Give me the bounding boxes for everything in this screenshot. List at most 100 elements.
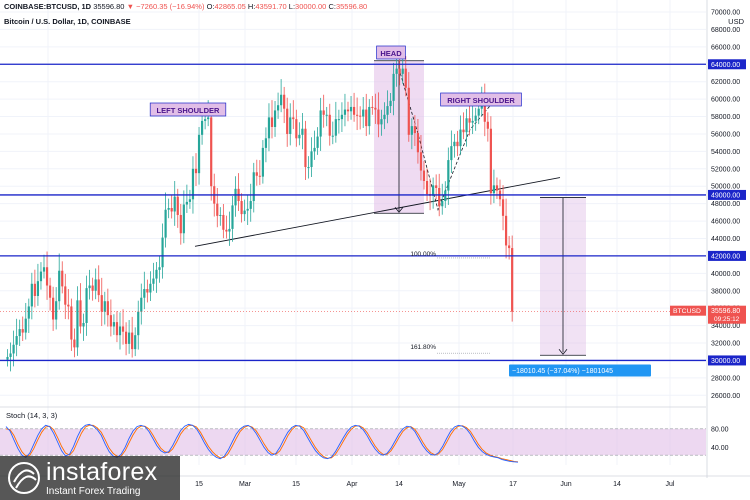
candle-body	[45, 267, 49, 286]
candle-body	[158, 267, 161, 270]
change-value: ▼ −7260.35 (−16.94%)	[126, 2, 205, 11]
candle-body	[115, 322, 119, 336]
candle-body	[462, 129, 465, 133]
chart-grid	[0, 0, 706, 465]
ohlc-header: COINBASE:BTCUSD, 1D 35596.80 ▼ −7260.35 …	[4, 2, 367, 11]
candle-body	[9, 353, 12, 357]
candle-body	[124, 331, 128, 344]
candle-body	[395, 68, 398, 74]
candle-body	[416, 133, 420, 153]
candle-body	[85, 288, 88, 323]
time-tick: 15	[292, 481, 300, 488]
candle-body	[438, 187, 441, 207]
candle-body	[18, 329, 21, 337]
current-price-tag[interactable]	[708, 305, 746, 324]
candle-body	[191, 168, 195, 200]
candle-body	[419, 152, 423, 171]
price-tick: 40000.00	[711, 271, 740, 278]
candle-body	[289, 117, 292, 134]
price-axis[interactable]: 26000.0028000.0032000.0034000.0036000.00…	[670, 0, 746, 478]
candle-body	[188, 199, 192, 202]
candle-body	[216, 203, 219, 216]
chart-title: Bitcoin / U.S. Dollar, 1D, COINBASE	[4, 17, 131, 26]
measurement-tag[interactable]	[509, 364, 651, 377]
candle-body	[121, 326, 125, 332]
instaforex-logo-icon	[8, 462, 40, 494]
candle-body	[140, 297, 143, 312]
candle-body	[465, 118, 468, 133]
candle-body	[270, 117, 274, 127]
level-tag-text: 49000.00	[711, 192, 740, 199]
candle-body	[392, 73, 395, 101]
candle-body	[310, 151, 313, 168]
candle-body	[94, 279, 97, 291]
candle-body	[273, 110, 277, 127]
candle-body	[334, 119, 337, 136]
stoch-k-line	[5, 423, 519, 463]
level-tag[interactable]	[708, 355, 746, 366]
candle-body	[21, 329, 24, 333]
candle-body	[398, 68, 401, 74]
candle-body	[343, 109, 347, 115]
price-tick: 56000.00	[711, 131, 740, 138]
candle-body	[112, 322, 116, 327]
candle-body	[82, 322, 85, 327]
candle-body	[200, 120, 204, 135]
neckline	[194, 177, 561, 247]
candle-body	[422, 170, 426, 181]
candle-body	[267, 117, 271, 139]
level-tag[interactable]	[708, 59, 746, 70]
candle-body	[492, 185, 496, 194]
candle-body	[33, 283, 36, 296]
candle-body	[508, 245, 511, 249]
candle-body	[380, 119, 383, 125]
horizontal-levels[interactable]	[0, 63, 706, 362]
candle-body	[231, 205, 234, 229]
candle-body	[340, 114, 344, 120]
candle-body	[307, 167, 310, 169]
candle-body	[173, 196, 176, 212]
candle-body	[325, 114, 328, 116]
candle-body	[52, 297, 55, 320]
symbol-label: COINBASE:BTCUSD, 1D	[4, 2, 92, 11]
price-tick: 52000.00	[711, 166, 740, 173]
candle-body	[456, 141, 459, 147]
candle-body	[401, 68, 404, 74]
candle-body	[483, 100, 486, 122]
candle-body	[252, 172, 255, 202]
watermark-tagline: Instant Forex Trading	[46, 486, 141, 497]
level-tag[interactable]	[708, 189, 746, 200]
price-tick: 46000.00	[711, 219, 740, 226]
candle-body	[283, 94, 286, 109]
candle-body	[246, 208, 249, 211]
level-tag[interactable]	[708, 250, 746, 261]
level-tag-text: 64000.00	[711, 62, 740, 69]
price-tick: 26000.00	[711, 393, 740, 400]
price-tick: 70000.00	[711, 10, 740, 17]
symbol-tag[interactable]	[670, 305, 706, 316]
stoch-axis-label: 40.00	[711, 445, 729, 452]
candle-body	[42, 267, 46, 272]
candle-body	[97, 279, 100, 296]
candle-body	[185, 201, 188, 205]
candle-body	[346, 109, 350, 112]
candle-body	[109, 315, 112, 327]
candle-body	[219, 214, 222, 216]
candle-body	[106, 301, 109, 316]
price-tick: 44000.00	[711, 236, 740, 243]
time-tick: Apr	[347, 481, 359, 488]
candle-body	[143, 289, 146, 298]
candle-body	[352, 106, 356, 115]
candle-body	[486, 121, 489, 129]
ohlc-low-label: L:	[288, 2, 296, 11]
candle-body	[432, 185, 435, 196]
candle-body	[194, 168, 198, 174]
candle-body	[255, 172, 258, 176]
candle-body	[292, 117, 295, 120]
candle-body	[435, 185, 438, 188]
candle-body	[386, 106, 389, 115]
price-tick: 28000.00	[711, 375, 740, 382]
candle-body	[377, 109, 380, 125]
candle-body	[210, 117, 213, 187]
